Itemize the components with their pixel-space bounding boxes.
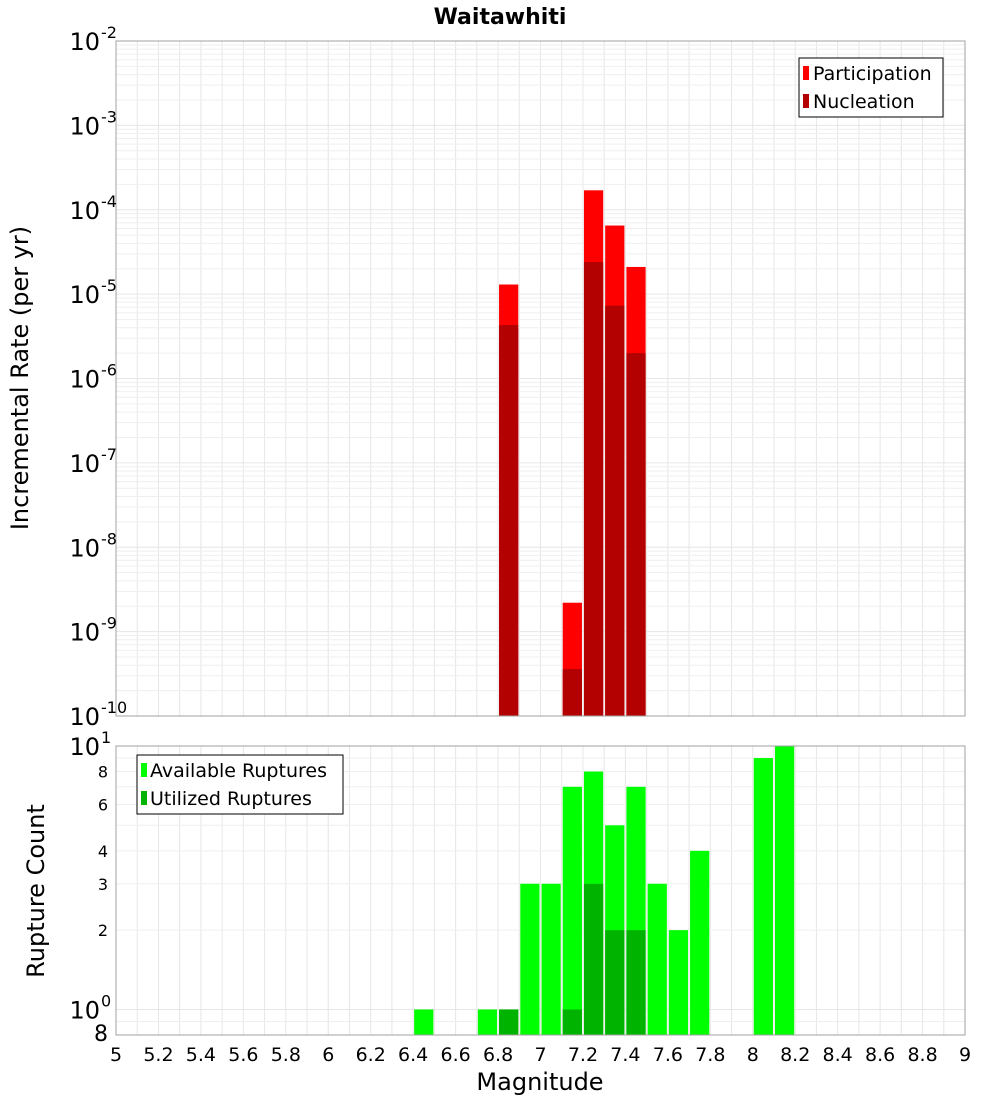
bar-available-ruptures-7-05 bbox=[541, 883, 561, 1035]
rate-y-tick-exponent: -7 bbox=[101, 445, 117, 464]
legend-swatch-utilized-ruptures bbox=[141, 791, 147, 805]
bar-nucleation-7-15 bbox=[562, 669, 582, 716]
x-tick-label: 6.4 bbox=[398, 1044, 428, 1066]
x-tick-label: 9 bbox=[959, 1044, 971, 1066]
rate-y-tick-label: 10 bbox=[69, 112, 100, 140]
x-tick-label: 6.6 bbox=[440, 1044, 470, 1066]
rate-y-tick-exponent: -5 bbox=[101, 276, 117, 295]
count-y-tick-exponent: 0 bbox=[101, 991, 111, 1010]
rate-y-tick-label: 10 bbox=[69, 28, 100, 56]
x-tick-label: 7.2 bbox=[568, 1044, 598, 1066]
rate-panel-grid bbox=[115, 41, 966, 717]
x-axis-label: Magnitude bbox=[476, 1068, 603, 1096]
count-y-tick-label: 8 bbox=[94, 1022, 108, 1047]
bar-nucleation-7-45 bbox=[626, 353, 646, 716]
x-tick-label: 5.6 bbox=[228, 1044, 258, 1066]
bar-available-ruptures-7-75 bbox=[690, 850, 710, 1035]
count-y-tick-label: 8 bbox=[98, 763, 108, 782]
bar-utilized-ruptures-7-45 bbox=[626, 930, 646, 1035]
legend-label-nucleation: Nucleation bbox=[813, 91, 915, 113]
count-y-tick-exponent: 1 bbox=[101, 728, 111, 747]
rate-y-tick-exponent: -8 bbox=[101, 529, 117, 548]
count-y-tick-label: 2 bbox=[98, 921, 108, 940]
bar-nucleation-7-25 bbox=[583, 262, 604, 716]
bar-available-ruptures-7-55 bbox=[647, 883, 667, 1035]
bar-available-ruptures-7-65 bbox=[668, 930, 689, 1035]
x-tick-label: 8.4 bbox=[823, 1044, 853, 1066]
x-tick-label: 6.8 bbox=[483, 1044, 513, 1066]
bar-nucleation-7-35 bbox=[605, 305, 625, 716]
rate-legend: Participation Nucleation bbox=[798, 57, 944, 118]
legend-label-participation: Participation bbox=[813, 63, 932, 85]
rate-y-tick-label: 10 bbox=[69, 534, 100, 562]
bar-utilized-ruptures-7-35 bbox=[605, 930, 625, 1035]
x-tick-label: 5.4 bbox=[186, 1044, 216, 1066]
rate-panel: Waitawhiti 10-1010-910-810-710-610-510-4… bbox=[6, 5, 966, 731]
rate-y-tick-exponent: -2 bbox=[101, 23, 117, 42]
bar-available-ruptures-8-05 bbox=[753, 758, 773, 1035]
bar-available-ruptures-6-75 bbox=[477, 1009, 498, 1035]
rate-y-tick-exponent: -3 bbox=[101, 107, 117, 126]
rate-y-tick-label: 10 bbox=[69, 703, 100, 731]
bar-available-ruptures-6-45 bbox=[414, 1009, 434, 1035]
count-panel-frame bbox=[115, 745, 966, 1036]
bar-available-ruptures-6-95 bbox=[520, 883, 540, 1035]
x-tick-label: 8.2 bbox=[780, 1044, 810, 1066]
rate-y-tick-exponent: -6 bbox=[101, 361, 117, 380]
x-tick-label: 5.2 bbox=[143, 1044, 173, 1066]
x-tick-labels: 5 5.2 5.4 5.6 5.8 6 6.2 6.4 6.6 6.8 7 7.2 7.4 7.6 7.8 8… bbox=[110, 1044, 971, 1066]
count-y-tick-label: 4 bbox=[98, 842, 108, 861]
x-tick-label: 7 bbox=[534, 1044, 546, 1066]
count-y-tick-label: 3 bbox=[98, 875, 108, 894]
rate-y-tick-exponent: -4 bbox=[101, 192, 117, 211]
bar-utilized-ruptures-7-15 bbox=[562, 1009, 582, 1035]
x-tick-label: 7.6 bbox=[653, 1044, 683, 1066]
x-tick-label: 8.8 bbox=[907, 1044, 937, 1066]
bar-utilized-ruptures-7-25 bbox=[583, 883, 604, 1035]
rate-y-tick-label: 10 bbox=[69, 366, 100, 394]
rate-y-tick-label: 10 bbox=[69, 281, 100, 309]
bar-available-ruptures-7-15 bbox=[562, 786, 582, 1035]
x-tick-label: 6.2 bbox=[356, 1044, 386, 1066]
chart-title: Waitawhiti bbox=[434, 5, 567, 30]
x-tick-label: 6 bbox=[322, 1044, 334, 1066]
rate-y-tick-label: 10 bbox=[69, 619, 100, 647]
x-tick-label: 8.6 bbox=[865, 1044, 895, 1066]
rate-y-tick-label: 10 bbox=[69, 450, 100, 478]
bar-nucleation-6-85 bbox=[499, 325, 519, 716]
rate-y-tick-label: 10 bbox=[69, 197, 100, 225]
x-tick-label: 7.4 bbox=[610, 1044, 640, 1066]
count-legend-box bbox=[136, 754, 344, 815]
legend-swatch-nucleation bbox=[803, 94, 809, 108]
rate-legend-box bbox=[798, 57, 944, 118]
x-tick-label: 5 bbox=[110, 1044, 122, 1066]
count-legend: Available Ruptures Utilized Ruptures bbox=[136, 754, 344, 815]
bar-available-ruptures-8-15 bbox=[774, 746, 795, 1035]
legend-swatch-participation bbox=[803, 66, 809, 80]
x-tick-label: 8 bbox=[747, 1044, 759, 1066]
x-tick-label: 5.8 bbox=[271, 1044, 301, 1066]
count-panel-bars bbox=[414, 746, 795, 1035]
rate-y-axis-label: Incremental Rate (per yr) bbox=[6, 226, 34, 530]
bar-utilized-ruptures-6-85 bbox=[499, 1009, 519, 1035]
x-tick-label: 7.8 bbox=[695, 1044, 725, 1066]
count-y-tick-label: 10 bbox=[69, 733, 100, 761]
legend-label-utilized-ruptures: Utilized Ruptures bbox=[150, 788, 312, 810]
rate-panel-frame bbox=[115, 40, 966, 717]
rate-y-tick-exponent: -10 bbox=[101, 698, 127, 717]
rate-y-tick-exponent: -9 bbox=[101, 614, 117, 633]
legend-label-available-ruptures: Available Ruptures bbox=[150, 760, 327, 782]
rate-panel-bars bbox=[499, 190, 646, 716]
legend-swatch-available-ruptures bbox=[141, 763, 147, 777]
count-y-axis-label: Rupture Count bbox=[22, 804, 50, 978]
count-y-tick-label: 6 bbox=[98, 795, 108, 814]
count-y-tick-label: 10 bbox=[69, 996, 100, 1024]
